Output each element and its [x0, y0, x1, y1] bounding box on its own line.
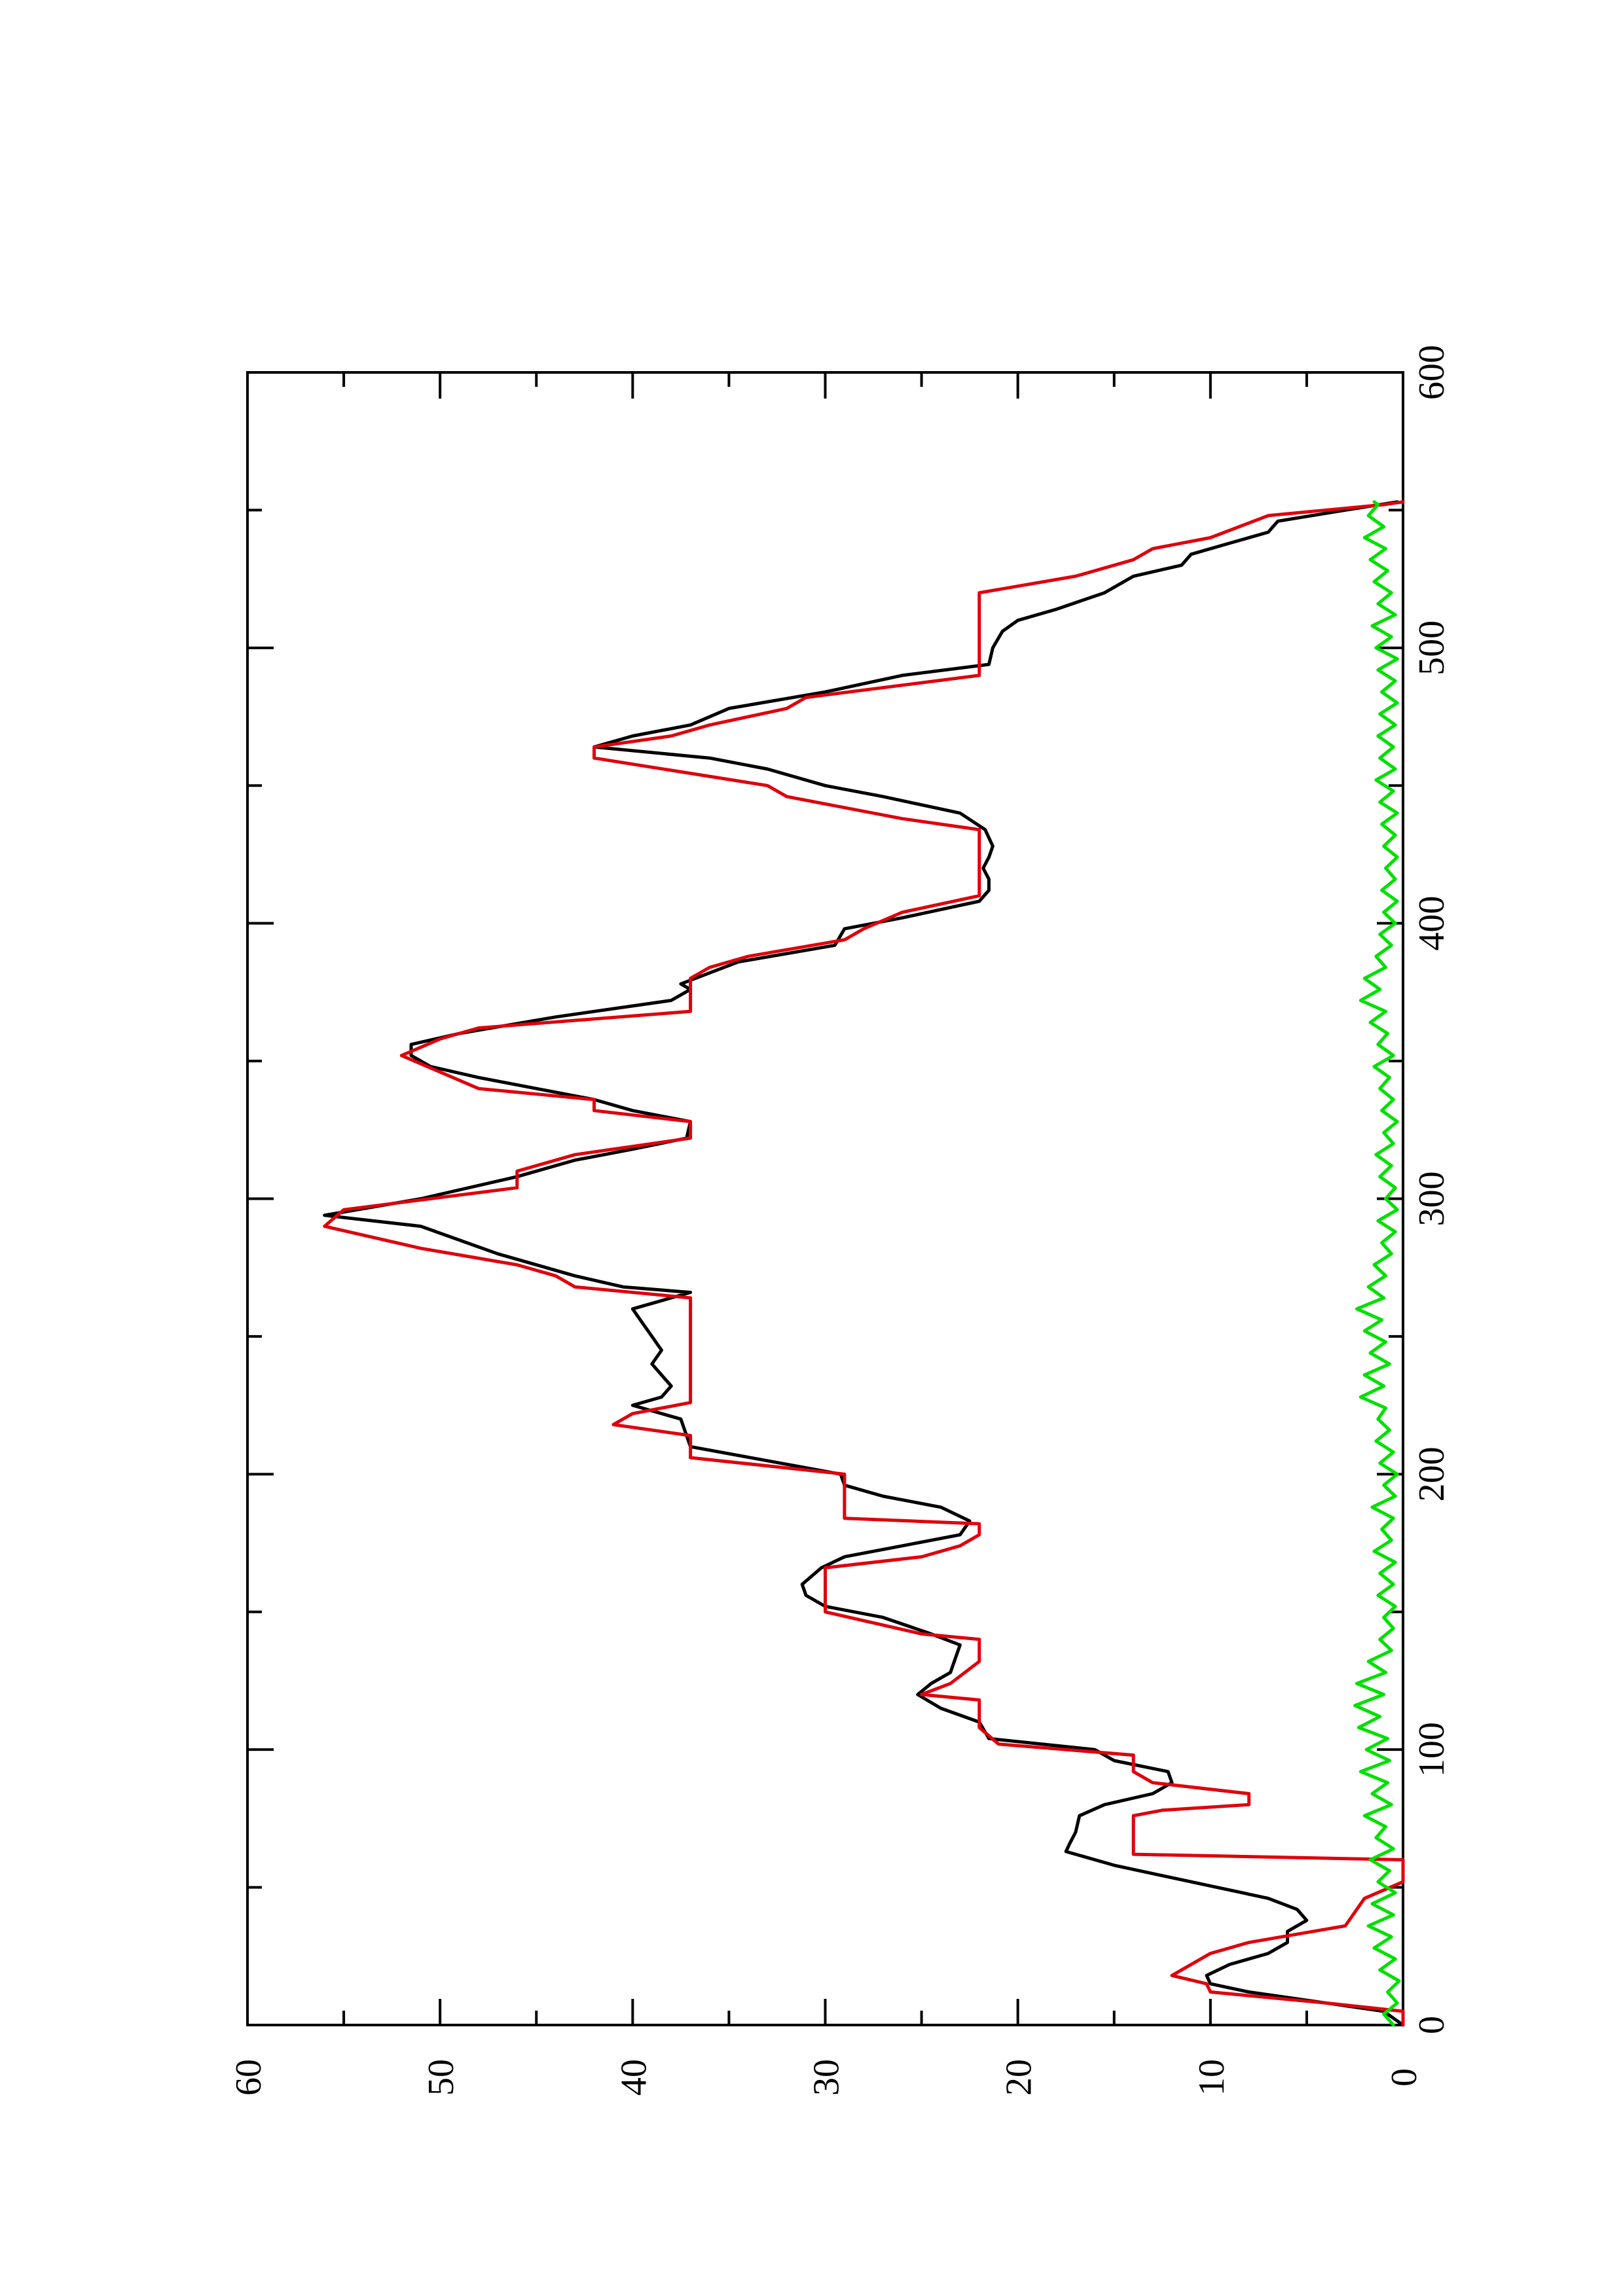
y-tick-label: 0	[1384, 2068, 1425, 2087]
x-tick-label: 400	[1412, 896, 1452, 951]
y-tick-label: 10	[1192, 2059, 1232, 2096]
plot-area: 0 100 200 300 400 500 600 0 10 20 30 40 50 60	[228, 345, 1452, 2096]
x-tick-label: 200	[1412, 1446, 1452, 1501]
x-tick-label: 300	[1412, 1172, 1452, 1227]
y-tick-label: 60	[228, 2059, 269, 2096]
y-tick-label: 30	[807, 2059, 847, 2096]
y-tick-label: 40	[613, 2059, 654, 2096]
y-tick-label: 20	[999, 2059, 1040, 2096]
x-tick-label: 500	[1412, 620, 1452, 675]
x-tick-label: 100	[1412, 1722, 1452, 1777]
series-line-2	[323, 500, 1405, 2027]
x-tick-label: 0	[1412, 2016, 1452, 2034]
x-tick-label: 600	[1412, 345, 1452, 400]
series-line-3	[1353, 500, 1401, 2027]
series-line-1	[323, 500, 1405, 2027]
y-tick-label: 50	[421, 2059, 462, 2096]
